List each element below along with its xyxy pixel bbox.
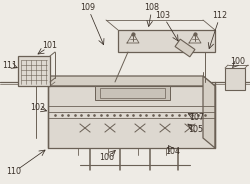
Text: 107: 107 bbox=[190, 114, 204, 123]
Bar bbox=[175, 39, 195, 57]
Text: 101: 101 bbox=[42, 42, 58, 50]
Text: 110: 110 bbox=[6, 167, 22, 176]
Bar bbox=[100, 88, 165, 98]
Text: 102: 102 bbox=[30, 103, 46, 112]
Bar bbox=[95, 86, 170, 100]
Text: 106: 106 bbox=[100, 153, 114, 162]
Text: 109: 109 bbox=[80, 3, 96, 13]
Text: 104: 104 bbox=[166, 148, 180, 157]
Text: 108: 108 bbox=[144, 3, 160, 13]
Bar bbox=[225, 68, 245, 90]
Text: 103: 103 bbox=[156, 11, 170, 20]
Polygon shape bbox=[203, 76, 215, 148]
Bar bbox=[18, 56, 50, 86]
Polygon shape bbox=[36, 76, 215, 86]
Bar bbox=[48, 86, 215, 148]
Text: 111: 111 bbox=[2, 61, 18, 70]
Text: 105: 105 bbox=[188, 125, 204, 135]
Bar bbox=[118, 30, 215, 52]
Text: 112: 112 bbox=[212, 11, 228, 20]
Text: 100: 100 bbox=[230, 57, 246, 66]
